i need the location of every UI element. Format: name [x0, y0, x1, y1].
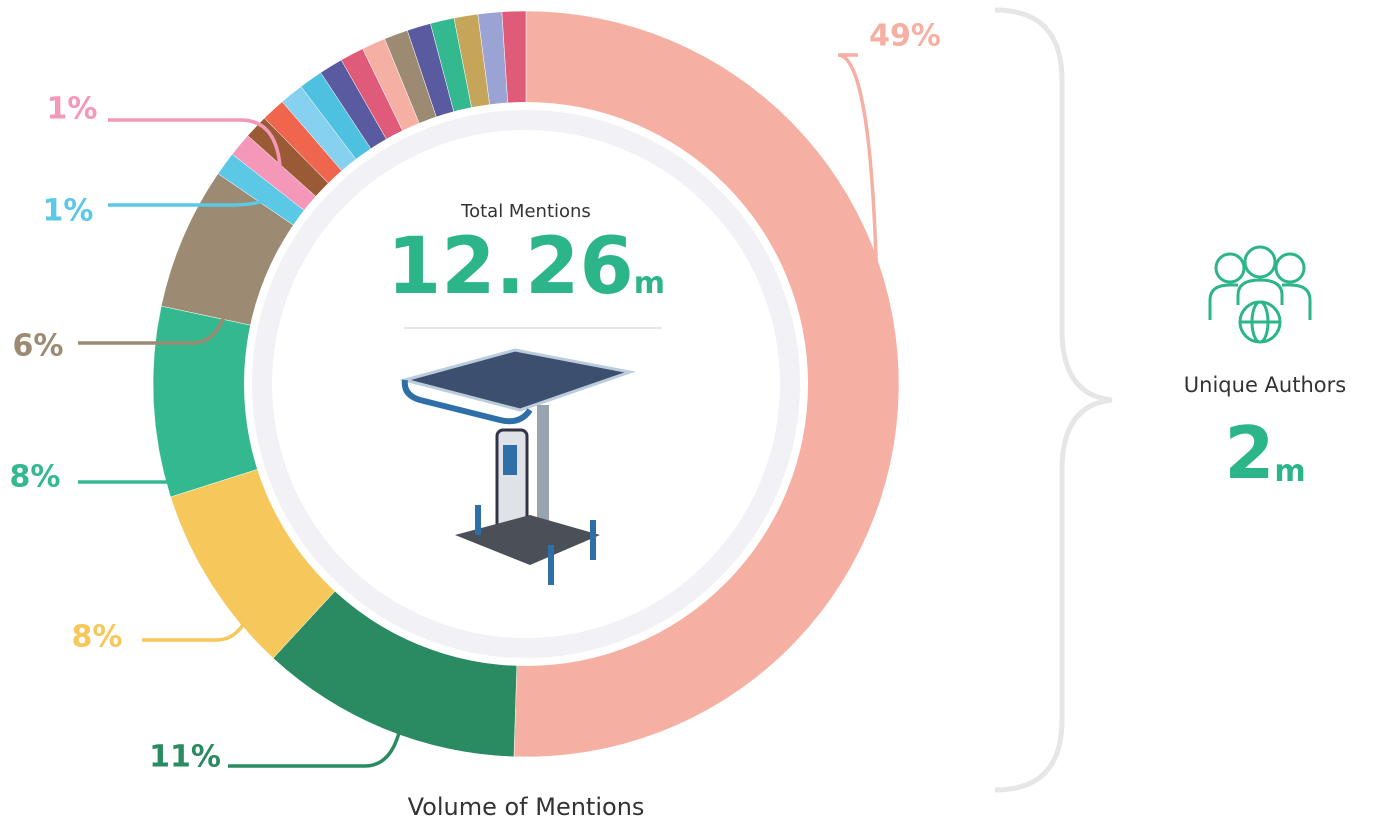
center-unit: m — [634, 266, 665, 301]
side-value: 2m — [1224, 411, 1305, 495]
leader-line — [837, 53, 880, 390]
side-unit: m — [1274, 454, 1305, 489]
data-label: 1% — [43, 194, 94, 229]
side-number: 2 — [1224, 411, 1274, 495]
brace — [994, 7, 1113, 793]
leader-line — [108, 118, 283, 179]
data-label: 8% — [72, 620, 123, 655]
caption: Volume of Mentions — [408, 793, 645, 821]
side-label: Unique Authors — [1184, 373, 1346, 397]
leader-line — [78, 399, 209, 484]
leader-line — [108, 194, 270, 207]
center-ring — [252, 110, 800, 658]
leader-line — [78, 257, 234, 345]
leader-line — [142, 555, 258, 642]
center-number: 12.26 — [387, 222, 634, 312]
charger-illustration — [399, 348, 636, 585]
authors-icon — [1208, 245, 1312, 344]
center-value: 12.26m — [387, 222, 665, 312]
data-label: 6% — [13, 329, 64, 364]
leader-line — [228, 680, 407, 768]
data-label: 49% — [869, 19, 941, 54]
center-label: Total Mentions — [460, 201, 591, 222]
donut — [152, 10, 900, 758]
data-label: 8% — [10, 460, 61, 495]
data-label: 1% — [47, 92, 98, 127]
leaders: 49% 11% 8% 8% 6% 1% 1% — [10, 19, 941, 775]
data-label: 11% — [149, 740, 221, 775]
